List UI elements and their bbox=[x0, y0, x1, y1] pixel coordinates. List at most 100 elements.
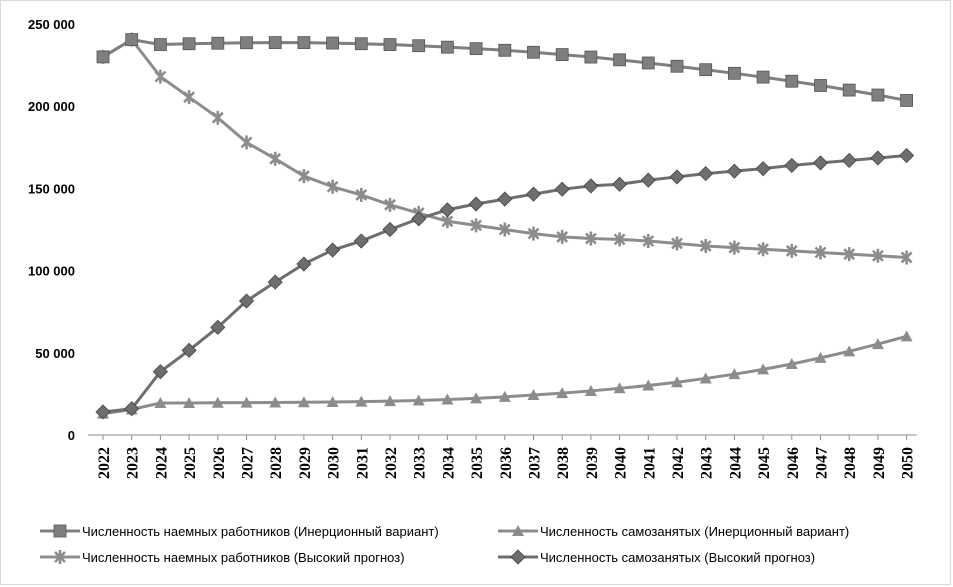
data-point bbox=[353, 233, 369, 249]
legend-label: Численность самозанятых (Инерционный вар… bbox=[540, 524, 849, 539]
data-point bbox=[326, 179, 339, 194]
x-tick-label: 2048 bbox=[842, 447, 859, 479]
data-point bbox=[870, 150, 886, 166]
x-tick-label: 2025 bbox=[182, 447, 199, 479]
data-point bbox=[556, 387, 569, 399]
series-triangle bbox=[97, 330, 913, 419]
data-point bbox=[755, 161, 771, 177]
data-point bbox=[124, 401, 140, 417]
x-tick-label: 2049 bbox=[871, 447, 888, 479]
data-point bbox=[211, 110, 224, 125]
data-point bbox=[613, 382, 626, 394]
data-point bbox=[498, 43, 512, 57]
data-point bbox=[900, 94, 913, 107]
data-point bbox=[412, 39, 426, 53]
data-point bbox=[411, 211, 427, 227]
data-point bbox=[757, 363, 770, 375]
data-point bbox=[640, 172, 656, 188]
x-tick-label: 2024 bbox=[153, 447, 170, 479]
x-tick-label: 2041 bbox=[641, 447, 658, 479]
legend-marker bbox=[53, 524, 67, 538]
data-point bbox=[698, 166, 714, 182]
data-point bbox=[354, 37, 368, 51]
data-point bbox=[441, 393, 454, 405]
data-point bbox=[785, 74, 799, 88]
data-point bbox=[527, 389, 540, 401]
data-point bbox=[297, 396, 310, 408]
x-tick-label: 2033 bbox=[412, 447, 429, 479]
x-axis-ticks: 2022 2023 2024 2025 2026 2027 2028 2029 2030 2031… bbox=[96, 435, 917, 479]
data-point bbox=[240, 36, 253, 50]
y-tick-label: 250 000 bbox=[28, 17, 75, 32]
x-tick-label: 2045 bbox=[756, 447, 773, 479]
data-point bbox=[211, 396, 224, 408]
data-point bbox=[267, 274, 283, 290]
x-tick-label: 2030 bbox=[326, 447, 343, 479]
data-point bbox=[814, 351, 827, 363]
data-point bbox=[181, 342, 197, 358]
legend-item: Численность самозанятых (Высокий прогноз… bbox=[498, 549, 815, 565]
data-point bbox=[814, 79, 827, 92]
data-point bbox=[382, 221, 398, 238]
data-point bbox=[871, 338, 884, 350]
data-point bbox=[642, 379, 655, 391]
x-tick-label: 2047 bbox=[814, 447, 831, 479]
x-tick-label: 2028 bbox=[268, 447, 285, 479]
legend-label: Численность наемных работников (Высокий … bbox=[82, 550, 405, 565]
data-point bbox=[642, 234, 655, 249]
data-point bbox=[412, 394, 425, 406]
x-tick-label: 2044 bbox=[727, 447, 744, 479]
data-point bbox=[238, 293, 255, 309]
data-point bbox=[871, 88, 885, 102]
legend-item: Численность самозанятых (Инерционный вар… bbox=[498, 524, 849, 539]
series-diamond bbox=[95, 147, 915, 420]
data-point bbox=[240, 396, 253, 408]
data-point bbox=[125, 33, 139, 47]
x-tick-label: 2026 bbox=[211, 447, 228, 479]
x-tick-label: 2046 bbox=[785, 447, 802, 479]
data-point bbox=[469, 42, 483, 56]
data-point bbox=[699, 238, 712, 253]
data-point bbox=[240, 135, 253, 150]
data-point bbox=[384, 395, 396, 407]
x-tick-label: 2032 bbox=[383, 447, 400, 479]
y-axis-ticks: 0 50 000 100 000 150 000 200 000 250 000 bbox=[28, 17, 75, 443]
data-point bbox=[555, 48, 569, 61]
data-point bbox=[152, 364, 168, 380]
x-tick-label: 2023 bbox=[125, 447, 142, 479]
data-point bbox=[726, 163, 742, 179]
data-point bbox=[154, 69, 167, 84]
data-point bbox=[326, 395, 339, 407]
data-point bbox=[440, 40, 454, 54]
data-point bbox=[843, 247, 856, 262]
data-point bbox=[182, 37, 196, 51]
legend-marker bbox=[512, 525, 524, 536]
x-tick-label: 2039 bbox=[584, 447, 601, 479]
x-tick-label: 2027 bbox=[240, 447, 257, 479]
data-point bbox=[269, 396, 282, 408]
data-point bbox=[154, 396, 167, 408]
data-point bbox=[297, 169, 310, 184]
data-point bbox=[612, 176, 628, 192]
data-point bbox=[669, 169, 685, 185]
data-point bbox=[842, 83, 856, 97]
legend-marker bbox=[54, 550, 66, 564]
data-point bbox=[613, 232, 626, 247]
data-point bbox=[470, 218, 483, 233]
data-point bbox=[757, 242, 770, 257]
data-point bbox=[843, 345, 856, 357]
data-point bbox=[584, 50, 598, 64]
legend: Численность наемных работников (Инерцион… bbox=[40, 524, 849, 565]
data-point bbox=[785, 243, 798, 258]
data-point bbox=[210, 319, 226, 335]
data-point bbox=[556, 229, 569, 244]
series-cross bbox=[97, 32, 913, 265]
data-point bbox=[900, 330, 913, 342]
y-tick-label: 0 bbox=[68, 428, 75, 443]
data-point bbox=[699, 63, 713, 77]
data-point bbox=[95, 404, 111, 420]
data-point bbox=[525, 186, 542, 202]
data-point bbox=[355, 187, 368, 202]
legend-label: Численность самозанятых (Высокий прогноз… bbox=[540, 550, 815, 565]
